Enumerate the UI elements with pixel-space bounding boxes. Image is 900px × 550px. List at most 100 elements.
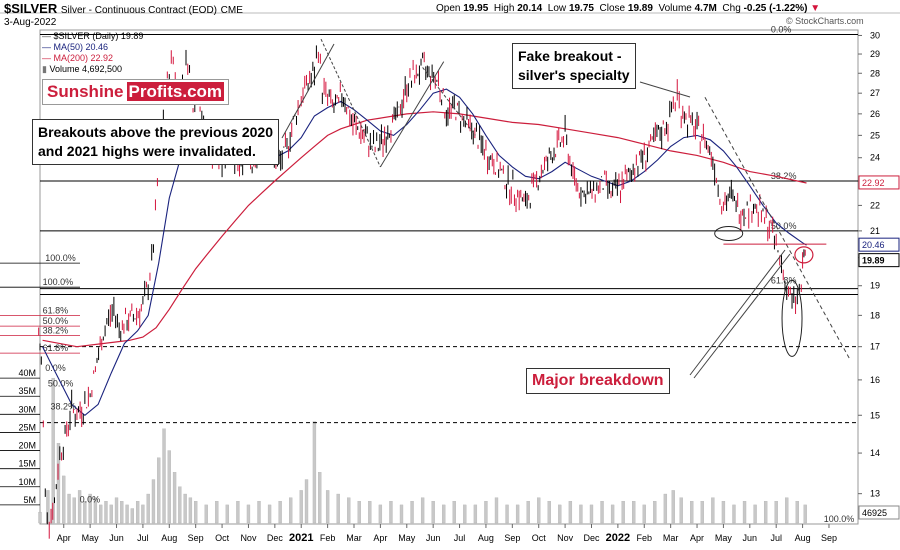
- volume-bar: [579, 504, 583, 524]
- volume-bar: [299, 490, 303, 524]
- x-tick-label: Mar: [346, 533, 362, 543]
- downtrend-line: [422, 67, 476, 136]
- ohlc-summary: Open 19.95 High 20.14 Low 19.75 Close 19…: [436, 3, 820, 14]
- fib-level-label: 100.0%: [43, 277, 74, 287]
- x-tick-label: Feb: [320, 533, 336, 543]
- volume-bar: [109, 504, 113, 524]
- volume-tick-label: 35M: [18, 386, 36, 396]
- volume-bar: [278, 501, 282, 524]
- volume-bar: [547, 501, 551, 524]
- open-label: Open: [436, 3, 461, 14]
- volume-bar: [442, 504, 446, 524]
- exchange: CME: [220, 5, 243, 16]
- volume-bar: [318, 472, 322, 524]
- x-tick-label: Jul: [770, 533, 782, 543]
- low-value: 19.75: [568, 3, 594, 14]
- volume-value: 4.7M: [694, 3, 717, 14]
- fib-level-label: 100.0%: [824, 514, 855, 524]
- volume-bar: [336, 493, 340, 524]
- major-downtrend-line: [704, 97, 851, 360]
- volume-bar: [632, 501, 636, 524]
- volume-label: Volume: [658, 3, 692, 14]
- volume-bar: [135, 501, 140, 524]
- low-ellipse: [781, 279, 803, 357]
- major-breakdown-annotation: Major breakdown: [526, 368, 670, 394]
- fake-breakout-line-1: Fake breakout -: [518, 48, 622, 64]
- volume-bar: [589, 504, 594, 524]
- volume-bar: [420, 497, 425, 524]
- volume-bar: [568, 501, 573, 524]
- volume-bar: [104, 501, 108, 524]
- volume-bar: [183, 493, 187, 524]
- fib-level-label: 50.0%: [771, 221, 797, 231]
- x-tick-label: Jul: [137, 533, 149, 543]
- volume-bar: [194, 501, 198, 524]
- volume-bar: [215, 501, 219, 524]
- volume-bar: [753, 504, 757, 524]
- value-tag-box: [858, 253, 900, 268]
- volume-bar: [803, 504, 807, 524]
- volume-bar: [357, 501, 361, 524]
- x-tick-label: Aug: [161, 533, 177, 543]
- volume-bar: [246, 504, 251, 524]
- volume-bar: [188, 497, 193, 524]
- x-tick-label: Aug: [478, 533, 494, 543]
- volume-bar: [653, 501, 657, 524]
- legend-ma50-label: MA(50) 20.46: [53, 42, 109, 52]
- y-tick-label: 30: [870, 30, 880, 40]
- y-tick-label: 17: [870, 342, 880, 352]
- value-tag-box: [858, 175, 900, 190]
- volume-bar: [120, 501, 124, 524]
- x-tick-label: Mar: [663, 533, 679, 543]
- volume-bar: [172, 472, 177, 524]
- volume-bar: [763, 501, 768, 524]
- x-tick-label: May: [398, 533, 416, 543]
- volume-bar: [690, 501, 694, 524]
- x-tick-label: May: [715, 533, 733, 543]
- legend-price-label: $SILVER (Daily) 19.89: [53, 31, 144, 41]
- y-tick-label: 22: [870, 200, 880, 210]
- volume-bar: [600, 501, 604, 524]
- volume-bar: [484, 501, 488, 524]
- value-tag-box: [858, 237, 900, 252]
- volume-bar: [742, 501, 747, 524]
- volume-bar: [431, 501, 435, 524]
- brand-right: Profits.com: [126, 82, 225, 101]
- volume-bar: [67, 493, 71, 524]
- x-tick-label: Sep: [504, 533, 520, 543]
- volume-bar: [663, 493, 668, 524]
- legend-ma200: — MA(200) 22.92: [42, 53, 114, 63]
- y-tick-label: 13: [870, 489, 880, 499]
- low-label: Low: [547, 3, 567, 14]
- volume-bar: [51, 377, 55, 524]
- volume-bar: [732, 504, 736, 524]
- x-tick-label: Jun: [426, 533, 441, 543]
- plot-area: [39, 29, 859, 525]
- volume-bar: [114, 497, 119, 524]
- breakdown-pointer-1: [689, 249, 786, 376]
- fake-breakout-pointer: [639, 81, 691, 98]
- fib-level-label: 38.2%: [43, 326, 69, 336]
- chart-date: 3-Aug-2022: [4, 17, 57, 28]
- volume-bar: [389, 501, 393, 524]
- ma50-line: [42, 88, 807, 417]
- y-tick-label: 15: [870, 410, 880, 420]
- volume-bar: [72, 497, 76, 524]
- volume-bar: [785, 497, 789, 524]
- volume-tick-label: 5M: [23, 495, 36, 505]
- volume-bar: [225, 504, 229, 524]
- y-tick-label: 26: [870, 109, 880, 119]
- volume-bar: [83, 501, 87, 524]
- volume-bar: [151, 479, 156, 524]
- y-tick-label: 24: [870, 153, 880, 163]
- value-tag-box: [858, 505, 900, 520]
- chart-title: $SILVER Silver - Continuous Contract (EO…: [4, 1, 243, 16]
- uptrend-line: [379, 61, 445, 168]
- x-tick-label: Oct: [215, 533, 230, 543]
- brand-logo: Sunshine Profits.com: [42, 79, 230, 105]
- x-tick-label: Nov: [240, 533, 257, 543]
- legend-ma200-label: MA(200) 22.92: [53, 53, 114, 63]
- volume-bar: [236, 501, 240, 524]
- x-tick-label: Dec: [267, 533, 284, 543]
- fib-level-label: 0.0%: [45, 363, 66, 373]
